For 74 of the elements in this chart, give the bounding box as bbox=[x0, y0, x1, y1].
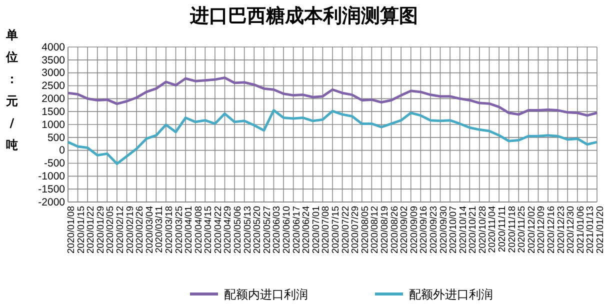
y-tick-label: -500 bbox=[44, 158, 66, 170]
x-tick-label: 2020/11/18 bbox=[506, 206, 518, 253]
x-tick-label: 2020/12/16 bbox=[546, 206, 558, 254]
x-tick-label: 2020/01/08 bbox=[66, 206, 77, 254]
x-tick-label: 2021/01/20 bbox=[595, 206, 606, 254]
y-tick-label: 3000 bbox=[42, 67, 66, 80]
x-tick-label: 2020/03/18 bbox=[164, 206, 175, 254]
x-tick-label: 2020/02/05 bbox=[105, 206, 116, 254]
x-tick-label: 2020/08/19 bbox=[379, 206, 390, 254]
x-tick-label: 2020/05/13 bbox=[242, 206, 254, 254]
x-tick-label: 2020/02/12 bbox=[114, 206, 126, 254]
x-tick-label: 2020/09/16 bbox=[418, 206, 430, 254]
x-tick-label: 2020/01/15 bbox=[76, 206, 87, 254]
x-tick-label: 2020/05/06 bbox=[232, 206, 244, 254]
x-tick-label: 2020/04/08 bbox=[193, 206, 204, 254]
y-tick-label: 3500 bbox=[42, 54, 66, 66]
x-tick-label: 2020/07/08 bbox=[320, 206, 332, 254]
x-tick-label: 2020/09/30 bbox=[438, 206, 450, 254]
y-tick-label: 2500 bbox=[42, 80, 66, 92]
x-tick-label: 2020/08/12 bbox=[370, 206, 381, 254]
x-tick-label: 2020/12/23 bbox=[556, 206, 567, 254]
x-tick-label: 2020/06/03 bbox=[272, 206, 283, 254]
x-tick-label: 2020/01/22 bbox=[86, 206, 97, 254]
x-tick-label: 2020/08/05 bbox=[360, 206, 371, 254]
x-tick-label: 2020/04/01 bbox=[184, 206, 195, 254]
x-tick-label: 2020/10/14 bbox=[458, 206, 469, 254]
x-tick-label: 2020/07/01 bbox=[310, 206, 322, 254]
x-tick-label: 2020/05/20 bbox=[252, 206, 264, 254]
x-tick-label: 2020/04/29 bbox=[222, 206, 234, 254]
x-tick-label: 2020/03/11 bbox=[154, 206, 166, 253]
x-tick-label: 2020/12/09 bbox=[536, 206, 548, 254]
x-tick-label: 2020/07/29 bbox=[350, 206, 362, 254]
x-tick-label: 2020/10/07 bbox=[448, 206, 460, 254]
x-tick-label: 2021/01/06 bbox=[575, 206, 586, 254]
x-tick-label: 2020/12/02 bbox=[526, 206, 538, 254]
x-tick-label: 2021/01/13 bbox=[585, 206, 596, 254]
x-tick-label: 2020/03/04 bbox=[144, 206, 156, 254]
line-series bbox=[66, 109, 598, 166]
y-tick-label: 1000 bbox=[42, 118, 66, 131]
x-tick-label: 2020/10/21 bbox=[468, 206, 479, 254]
x-tick-label: 2020/02/19 bbox=[124, 206, 136, 254]
y-tick-label: 500 bbox=[47, 132, 66, 144]
x-tick-label: 2020/02/26 bbox=[134, 206, 146, 254]
x-tick-label: 2020/06/10 bbox=[282, 206, 293, 254]
y-tick-label: 4000 bbox=[42, 41, 66, 54]
x-tick-label: 2020/08/26 bbox=[389, 206, 400, 254]
x-tick-label: 2020/06/24 bbox=[301, 206, 312, 254]
x-tick-label: 2020/04/15 bbox=[203, 206, 214, 254]
y-tick-label: 1500 bbox=[42, 106, 66, 118]
x-tick-label: 2020/10/28 bbox=[477, 206, 488, 254]
legend-label: 配额外进口利润 bbox=[409, 288, 493, 302]
x-tick-label: 2020/03/25 bbox=[174, 206, 185, 254]
x-tick-label: 2020/04/22 bbox=[212, 206, 224, 254]
x-tick-label: 2020/12/30 bbox=[566, 206, 577, 254]
x-tick-label: 2020/11/25 bbox=[516, 206, 528, 253]
x-tick-label: 2020/09/02 bbox=[399, 206, 410, 254]
x-tick-label: 2020/07/15 bbox=[330, 206, 342, 254]
y-axis-title: 单位：元/吨 bbox=[5, 28, 18, 152]
x-tick-label: 2020/01/29 bbox=[95, 206, 106, 254]
y-tick-label: 2000 bbox=[42, 93, 66, 106]
line-series bbox=[66, 76, 598, 117]
x-tick-label: 2020/07/22 bbox=[340, 206, 352, 254]
y-tick-label: -1500 bbox=[38, 183, 66, 196]
x-tick-label: 2020/05/27 bbox=[262, 206, 273, 254]
chart-title: 进口巴西糖成本利润测算图 bbox=[189, 5, 418, 27]
x-tick-label: 2020/11/11 bbox=[497, 206, 508, 252]
x-tick-label: 2020/09/23 bbox=[428, 206, 440, 254]
legend-label: 配额内进口利润 bbox=[224, 288, 308, 302]
y-tick-label: -1000 bbox=[38, 170, 66, 183]
x-tick-label: 2020/11/04 bbox=[487, 206, 498, 253]
y-tick-label: 0 bbox=[59, 144, 66, 157]
x-tick-label: 2020/09/09 bbox=[408, 206, 420, 254]
x-tick-label: 2020/06/17 bbox=[291, 206, 302, 254]
y-tick-label: -2000 bbox=[38, 196, 66, 208]
